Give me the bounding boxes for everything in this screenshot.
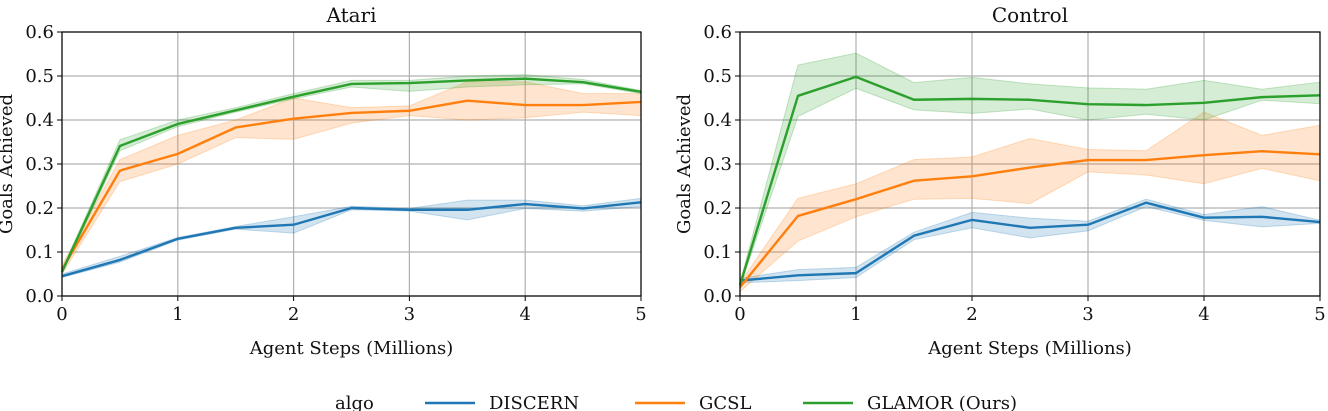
x-tick-label: 5 (1314, 304, 1325, 325)
y-tick-label: 0.0 (25, 286, 54, 307)
chart-panel-control: 0 1 2 3 4 5 0.0 0.1 0.2 0.3 0.4 0.5 0.6 Control Agent … (674, 3, 1326, 359)
y-tick-label: 0.1 (25, 242, 54, 263)
x-tick-label: 4 (519, 304, 530, 325)
legend-entry: DISCERN (489, 393, 579, 411)
x-tick-label: 1 (172, 304, 183, 325)
legend-entry: GLAMOR (Ours) (867, 393, 1017, 411)
x-tick-label: 0 (56, 304, 67, 325)
x-tick-label: 1 (850, 304, 861, 325)
series-line-discern (61, 201, 642, 278)
y-tick-label: 0.6 (703, 22, 732, 43)
x-axis-label: Agent Steps (Millions) (249, 338, 454, 359)
x-axis-label: Agent Steps (Millions) (927, 338, 1132, 359)
legend-title: algo (335, 393, 374, 411)
confidence-band-1 (739, 111, 1321, 293)
y-axis-label: Goals Achieved (0, 94, 17, 234)
y-tick-label: 0.0 (703, 286, 732, 307)
axes-frame (739, 31, 1321, 297)
y-tick-label: 0.3 (25, 154, 54, 175)
series-line-discern (739, 201, 1321, 282)
chart-title: Atari (325, 3, 376, 27)
x-tick-label: 5 (635, 304, 646, 325)
y-tick-label: 0.4 (25, 110, 54, 131)
series-line-glamor (60, 77, 642, 273)
x-tick-label: 2 (966, 304, 977, 325)
x-tick-label: 4 (1198, 304, 1209, 325)
y-tick-label: 0.6 (25, 22, 54, 43)
y-tick-label: 0.1 (703, 242, 732, 263)
legend-entry: GCSL (699, 393, 751, 411)
y-tick-label: 0.4 (703, 110, 732, 131)
x-tick-label: 0 (734, 304, 745, 325)
confidence-band-1 (61, 81, 642, 276)
series-line-glamor (738, 75, 1321, 286)
y-tick-label: 0.2 (703, 198, 732, 219)
y-tick-label: 0.5 (703, 66, 732, 87)
x-tick-label: 3 (1082, 304, 1093, 325)
y-tick-label: 0.2 (25, 198, 54, 219)
axes-frame (61, 31, 642, 297)
y-axis-label: Goals Achieved (674, 94, 695, 234)
x-tick-label: 2 (288, 304, 299, 325)
y-tick-label: 0.3 (703, 154, 732, 175)
series-line-gcsl (739, 150, 1321, 288)
y-tick-label: 0.5 (25, 66, 54, 87)
chart-panel-atari: 0 1 2 3 4 5 0.0 0.1 0.2 0.3 0.4 0.5 0.6 Atari Agent St… (0, 3, 647, 359)
legend: algo DISCERN GCSL GLAMOR (Ours) (335, 393, 1017, 411)
chart-title: Control (992, 3, 1068, 27)
confidence-band-0 (61, 197, 642, 279)
series-line-gcsl (60, 99, 642, 271)
x-tick-label: 3 (404, 304, 415, 325)
